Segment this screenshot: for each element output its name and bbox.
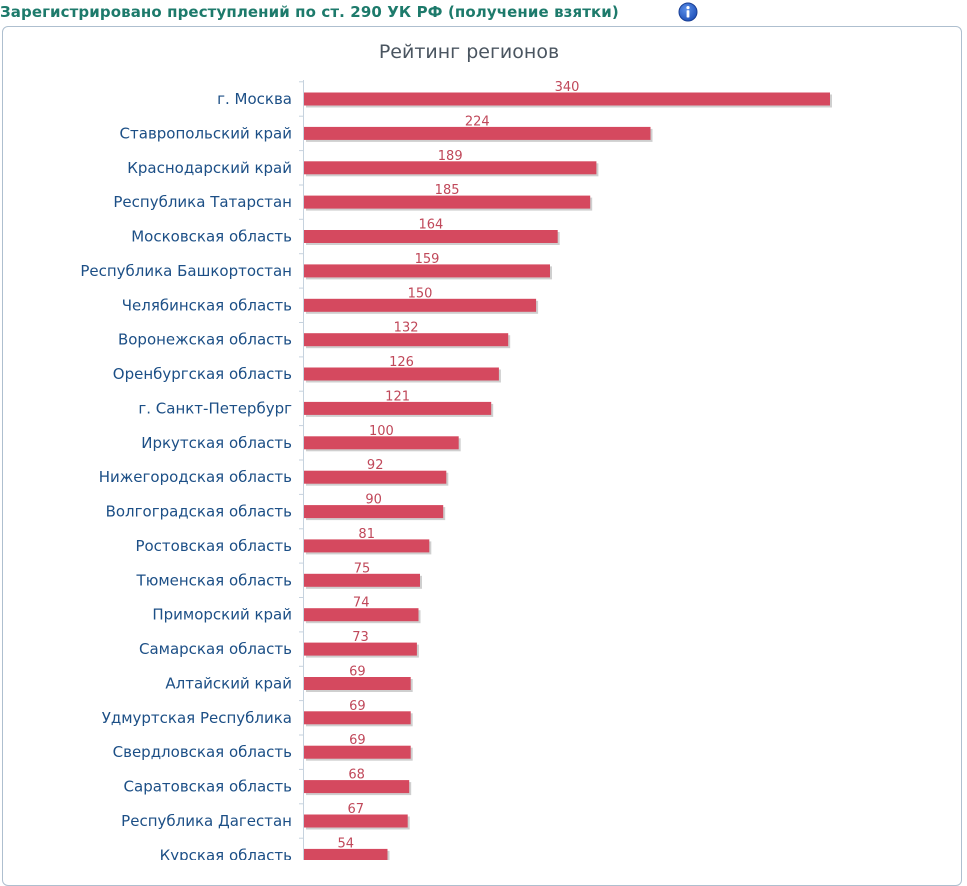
category-label: Саратовская область <box>124 778 292 796</box>
category-label: Республика Дагестан <box>121 812 292 830</box>
value-label: 69 <box>349 665 366 680</box>
category-label: Удмуртская Республика <box>102 709 292 727</box>
category-label: Курская область <box>160 846 292 860</box>
value-label: 340 <box>555 80 580 95</box>
value-label: 121 <box>385 389 410 404</box>
category-label: Республика Татарстан <box>113 193 292 211</box>
value-label: 74 <box>353 596 370 611</box>
bar-11[interactable] <box>304 436 459 450</box>
value-label: 90 <box>365 493 382 508</box>
category-label: Алтайский край <box>165 675 292 693</box>
category-label: Ростовская область <box>135 537 292 555</box>
category-label: Нижегородская область <box>99 468 292 486</box>
bar-4[interactable] <box>304 195 591 209</box>
bar-7[interactable] <box>304 298 537 312</box>
bar-chart: Рейтинг регионов г. Москва 340 Ставропольс… <box>80 41 832 860</box>
category-label: Ставропольский край <box>120 124 292 142</box>
bar-3[interactable] <box>304 161 597 175</box>
bar-1[interactable] <box>304 92 830 106</box>
value-label: 81 <box>358 527 375 542</box>
category-label: Оренбургская область <box>113 365 292 383</box>
bar-17[interactable] <box>304 642 417 656</box>
value-label: 68 <box>348 768 365 783</box>
category-label: Тюменская область <box>136 571 292 589</box>
value-label: 100 <box>369 424 394 439</box>
value-label: 185 <box>435 183 460 198</box>
bar-9[interactable] <box>304 367 499 381</box>
bar-23[interactable] <box>304 848 388 860</box>
category-label: Краснодарский край <box>127 159 292 177</box>
value-label: 164 <box>418 218 443 233</box>
category-label: Приморский край <box>152 606 292 624</box>
bar-6[interactable] <box>304 264 550 278</box>
value-label: 73 <box>352 630 369 645</box>
category-label: Волгоградская область <box>106 503 292 521</box>
value-label: 67 <box>348 802 365 817</box>
value-label: 69 <box>349 699 366 714</box>
category-label: Самарская область <box>139 640 292 658</box>
value-label: 224 <box>465 114 490 129</box>
category-label: Воронежская область <box>118 331 292 349</box>
value-label: 159 <box>415 252 440 267</box>
bar-13[interactable] <box>304 505 444 519</box>
bar-5[interactable] <box>304 230 558 243</box>
bar-22[interactable] <box>304 814 408 828</box>
value-label: 69 <box>349 733 366 748</box>
bar-20[interactable] <box>304 745 411 759</box>
category-label: Свердловская область <box>113 743 292 761</box>
bar-8[interactable] <box>304 333 509 347</box>
value-label: 75 <box>354 561 371 576</box>
value-label: 132 <box>394 321 419 336</box>
value-label: 92 <box>367 458 384 473</box>
category-label: Республика Башкортостан <box>80 262 292 280</box>
category-label: Московская область <box>131 228 292 246</box>
page-header: Зарегистрировано преступлений по ст. 290… <box>0 0 967 24</box>
bar-16[interactable] <box>304 608 419 622</box>
bar-10[interactable] <box>304 401 492 415</box>
category-label: Челябинская область <box>122 296 292 314</box>
value-label: 54 <box>338 836 355 851</box>
category-label: Иркутская область <box>141 434 292 452</box>
bar-15[interactable] <box>304 573 420 587</box>
chart-title: Рейтинг регионов <box>379 41 559 63</box>
value-label: 189 <box>438 149 463 164</box>
bar-19[interactable] <box>304 711 411 725</box>
category-label: г. Москва <box>217 90 292 108</box>
bar-18[interactable] <box>304 677 411 690</box>
value-label: 126 <box>389 355 414 370</box>
page-title: Зарегистрировано преступлений по ст. 290… <box>0 3 619 21</box>
bar-14[interactable] <box>304 539 430 553</box>
category-label: г. Санкт-Петербург <box>138 399 292 417</box>
bar-2[interactable] <box>304 126 651 140</box>
bar-12[interactable] <box>304 470 447 484</box>
bar-21[interactable] <box>304 780 410 794</box>
info-icon[interactable] <box>678 2 698 22</box>
value-label: 150 <box>408 286 433 301</box>
